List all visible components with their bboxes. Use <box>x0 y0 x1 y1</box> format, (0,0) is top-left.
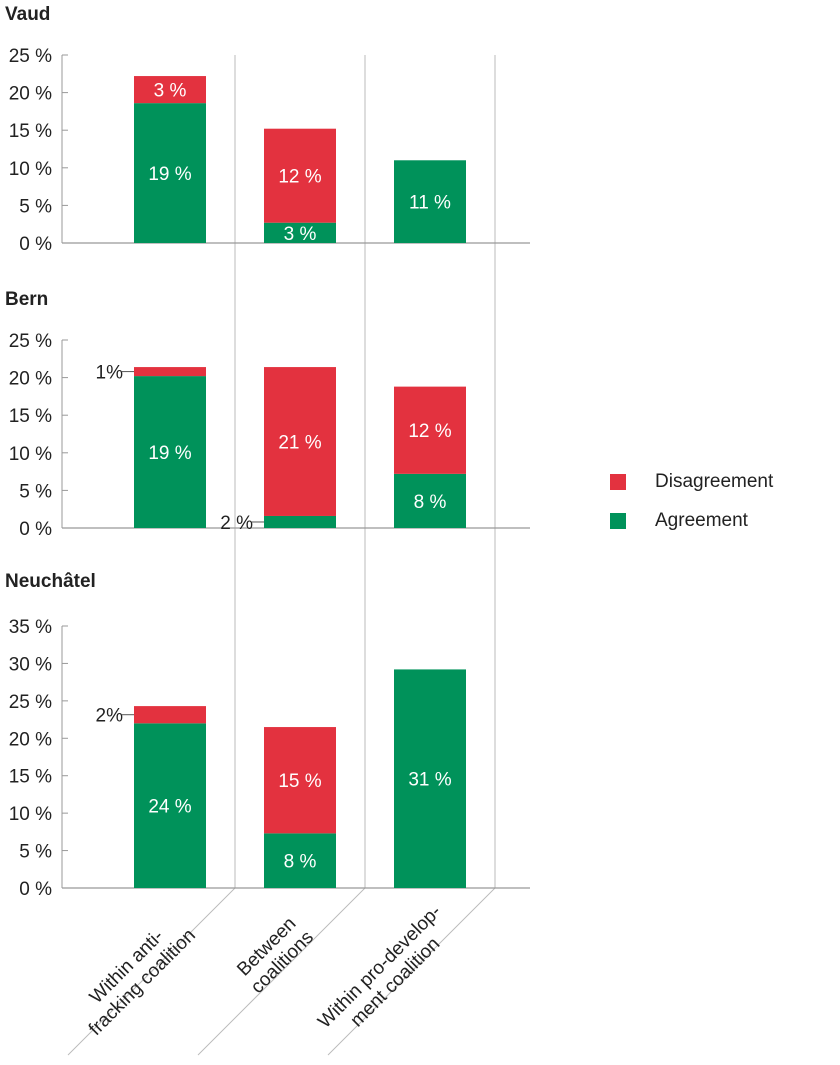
data-label: 11 % <box>409 193 451 214</box>
y-tick-label: 20 % <box>9 369 52 390</box>
data-label: 8 % <box>414 492 447 513</box>
category-divider <box>327 887 496 1056</box>
y-tick-label: 30 % <box>9 654 52 675</box>
data-label: 15 % <box>278 771 321 792</box>
y-tick-label: 0 % <box>19 879 52 900</box>
legend-label-disagreement: Disagreement <box>655 471 774 492</box>
y-tick-label: 5 % <box>19 481 52 502</box>
bar-segment-disagreement <box>134 367 206 377</box>
bar-segment-agreement <box>394 669 466 888</box>
bar-segment-agreement <box>394 160 466 243</box>
y-tick-label: 0 % <box>19 234 52 255</box>
panel-title: Vaud <box>5 4 50 25</box>
data-label: 8 % <box>284 852 317 873</box>
y-tick-label: 5 % <box>19 842 52 863</box>
data-label: 3 % <box>284 224 317 245</box>
bar-segment-agreement <box>264 515 336 528</box>
data-label: 21 % <box>278 433 321 454</box>
bar-segment-disagreement <box>394 386 466 474</box>
y-tick-label: 35 % <box>9 617 52 638</box>
y-tick-label: 20 % <box>9 84 52 105</box>
y-tick-label: 5 % <box>19 196 52 217</box>
data-label: 1% <box>96 363 124 384</box>
bar-segment-agreement <box>134 376 206 528</box>
data-label: 12 % <box>278 167 321 188</box>
data-label: 31 % <box>408 770 451 791</box>
bar-segment-disagreement <box>264 727 336 834</box>
y-tick-label: 10 % <box>9 159 52 180</box>
bar-segment-agreement <box>134 723 206 888</box>
legend-swatch-disagreement <box>610 474 626 490</box>
y-tick-label: 25 % <box>9 692 52 713</box>
category-divider <box>67 887 236 1056</box>
y-tick-label: 0 % <box>19 519 52 540</box>
legend-label-agreement: Agreement <box>655 510 748 531</box>
bar-segment-disagreement <box>134 706 206 724</box>
data-label: 2 % <box>220 513 253 534</box>
data-label: 2% <box>96 706 124 727</box>
data-label: 19 % <box>148 443 191 464</box>
y-tick-label: 10 % <box>9 804 52 825</box>
data-label: 24 % <box>148 797 191 818</box>
y-tick-label: 25 % <box>9 331 52 352</box>
y-tick-label: 15 % <box>9 121 52 142</box>
y-tick-label: 15 % <box>9 767 52 788</box>
bar-segment-agreement <box>264 222 336 243</box>
bar-segment-agreement <box>134 103 206 244</box>
panel-title: Neuchâtel <box>5 571 96 592</box>
y-tick-label: 25 % <box>9 46 52 67</box>
panel-title: Bern <box>5 289 48 310</box>
y-tick-label: 20 % <box>9 729 52 750</box>
data-label: 12 % <box>408 421 451 442</box>
category-divider <box>197 887 366 1056</box>
bar-segment-disagreement <box>264 128 336 223</box>
legend-swatch-agreement <box>610 513 626 529</box>
bar-segment-agreement <box>264 833 336 888</box>
y-tick-label: 15 % <box>9 406 52 427</box>
bar-segment-disagreement <box>134 76 206 104</box>
data-label: 19 % <box>148 164 191 185</box>
y-tick-label: 10 % <box>9 444 52 465</box>
data-label: 3 % <box>154 81 187 102</box>
bar-segment-agreement <box>394 473 466 528</box>
bar-segment-disagreement <box>264 367 336 516</box>
